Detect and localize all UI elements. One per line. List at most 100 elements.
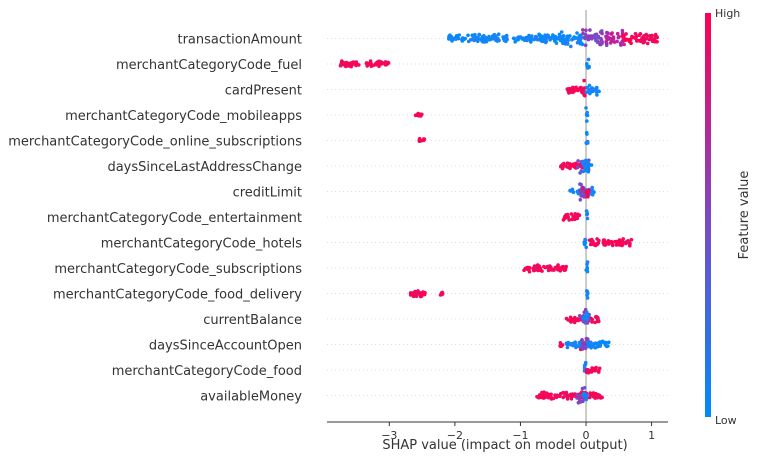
shap-dot bbox=[586, 164, 591, 168]
shap-dot bbox=[566, 341, 570, 346]
shap-dot bbox=[583, 360, 588, 365]
shap-dot bbox=[534, 268, 538, 272]
shap-dot bbox=[450, 39, 454, 43]
shap-dot bbox=[598, 42, 602, 47]
shap-dot bbox=[584, 191, 589, 195]
feature-dot-group bbox=[338, 57, 591, 70]
shap-dot bbox=[540, 390, 544, 395]
shap-dot bbox=[578, 33, 582, 38]
shap-dot bbox=[560, 163, 564, 168]
shap-dot bbox=[565, 345, 570, 350]
shap-dot bbox=[578, 198, 583, 202]
shap-dot bbox=[569, 397, 574, 401]
shap-dot bbox=[581, 186, 585, 191]
shap-dot bbox=[549, 395, 553, 399]
shap-dot bbox=[584, 245, 588, 250]
shap-dot bbox=[648, 35, 653, 39]
shap-dot bbox=[482, 40, 487, 44]
shap-dot bbox=[463, 36, 468, 41]
feature-dot-group bbox=[522, 260, 590, 274]
x-tick-label: 0 bbox=[583, 429, 590, 442]
shap-dot bbox=[592, 345, 596, 349]
shap-dot bbox=[608, 41, 613, 45]
shap-dot bbox=[585, 212, 589, 216]
shap-dot bbox=[594, 242, 598, 246]
shap-dot bbox=[620, 239, 624, 243]
shap-dot bbox=[584, 397, 588, 402]
shap-dot bbox=[571, 343, 575, 348]
shap-dot bbox=[589, 393, 593, 397]
shap-dot bbox=[477, 32, 482, 37]
shap-dot bbox=[466, 33, 470, 38]
shap-dot bbox=[602, 242, 606, 247]
shap-dot bbox=[595, 93, 599, 97]
colorbar-high-label: High bbox=[715, 7, 740, 20]
shap-dot bbox=[440, 290, 445, 295]
shap-dot bbox=[584, 106, 588, 110]
shap-dot bbox=[567, 162, 572, 166]
shap-dot bbox=[377, 64, 381, 68]
shap-dot bbox=[589, 345, 593, 350]
shap-dot bbox=[589, 163, 594, 167]
feature-dot-group bbox=[558, 336, 611, 352]
shap-dot bbox=[582, 93, 587, 97]
shap-dot bbox=[417, 291, 422, 296]
shap-dot bbox=[584, 209, 589, 213]
shap-dot bbox=[569, 44, 573, 49]
shap-dot bbox=[491, 34, 495, 38]
shap-dot bbox=[564, 316, 569, 321]
shap-dot bbox=[594, 365, 598, 370]
shap-dot bbox=[513, 39, 517, 44]
feature-label: merchantCategoryCode_food bbox=[112, 364, 302, 379]
shap-dot bbox=[630, 35, 635, 39]
feature-dot-group bbox=[565, 78, 601, 98]
shap-dot bbox=[585, 310, 589, 315]
shap-dot bbox=[639, 37, 644, 42]
shap-dot bbox=[634, 36, 638, 40]
shap-dot bbox=[563, 394, 568, 398]
shap-dot bbox=[419, 294, 423, 299]
feature-dot-group bbox=[582, 360, 602, 375]
shap-dot bbox=[338, 63, 343, 68]
shap-dot bbox=[577, 396, 581, 401]
shap-dot bbox=[556, 265, 561, 270]
shap-dot bbox=[529, 40, 533, 44]
shap-dot bbox=[595, 395, 600, 400]
feature-dot-group bbox=[561, 209, 590, 222]
shap-dot bbox=[620, 34, 624, 38]
shap-dot bbox=[367, 61, 372, 66]
feature-label: merchantCategoryCode_mobileapps bbox=[65, 109, 302, 124]
shap-dot bbox=[487, 37, 492, 42]
feature-label: merchantCategoryCode_subscriptions bbox=[54, 262, 302, 277]
colorbar-title: Feature value bbox=[737, 171, 752, 260]
feature-label: merchantCategoryCode_fuel bbox=[116, 58, 302, 73]
shap-dot bbox=[580, 386, 585, 391]
shap-dot bbox=[590, 36, 594, 41]
feature-dot-group bbox=[447, 28, 659, 49]
shap-dot bbox=[597, 368, 601, 373]
shap-dot bbox=[577, 162, 581, 167]
shap-dot bbox=[585, 260, 590, 264]
shap-dot bbox=[553, 39, 557, 43]
shap-dot bbox=[521, 36, 525, 41]
shap-dot bbox=[627, 37, 632, 42]
shap-dot bbox=[622, 42, 626, 47]
feature-label: creditLimit bbox=[233, 186, 302, 201]
feature-label: merchantCategoryCode_hotels bbox=[101, 237, 302, 252]
shap-dot bbox=[562, 268, 567, 273]
x-tick-label: −1 bbox=[512, 429, 528, 442]
shap-dot bbox=[615, 31, 620, 36]
shap-dot bbox=[559, 30, 564, 34]
shap-dot bbox=[605, 37, 609, 42]
shap-dot bbox=[533, 265, 537, 269]
shap-dot bbox=[585, 139, 590, 144]
shap-dot bbox=[590, 185, 594, 190]
shap-dot bbox=[417, 138, 422, 142]
feature-label: merchantCategoryCode_entertainment bbox=[47, 211, 302, 226]
shap-dot bbox=[582, 363, 587, 368]
shap-dot bbox=[364, 61, 369, 65]
shap-dot bbox=[581, 317, 585, 321]
shap-dot bbox=[582, 86, 587, 90]
shap-dot bbox=[453, 37, 458, 41]
shap-dot bbox=[357, 63, 361, 67]
